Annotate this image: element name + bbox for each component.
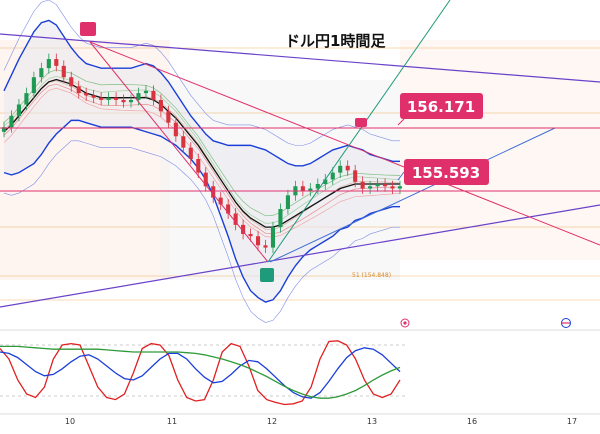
x-tick-17: 17: [567, 417, 577, 426]
candle-body-52: [390, 186, 395, 189]
candle-body-51: [383, 183, 388, 187]
candle-body-13: [99, 97, 104, 100]
candle-body-26: [196, 159, 201, 173]
candle-body-46: [345, 165, 350, 171]
ma-ribbon-1: [3, 83, 401, 235]
blue-rise-line: [269, 127, 556, 263]
candle-body-2: [16, 104, 21, 116]
candle-body-3: [24, 93, 29, 105]
candle-body-15: [114, 97, 119, 100]
oscillator-series-0: [0, 340, 401, 406]
oscillator-series-1: [0, 347, 401, 399]
candle-body-19: [143, 90, 149, 94]
candle-body-12: [91, 95, 96, 98]
candle-body-8: [61, 65, 66, 78]
price-label-lower: 155.593: [404, 159, 489, 185]
pointer-upper: [397, 118, 405, 126]
bollinger-lower: [3, 119, 400, 303]
candle-body-28: [211, 186, 216, 198]
x-tick-10: 10: [65, 417, 75, 426]
candle-body-6: [46, 59, 51, 69]
price-label-upper: 156.171: [400, 93, 483, 119]
oscillator-lines: [0, 340, 401, 406]
candle-body-10: [76, 86, 81, 94]
trough-marker: [260, 268, 274, 282]
candle-body-34: [255, 236, 261, 246]
candle-body-16: [121, 99, 126, 103]
candle-body-27: [203, 172, 208, 187]
candle-body-17: [128, 99, 134, 103]
candle-body-21: [158, 99, 163, 112]
candle-body-20: [151, 90, 156, 100]
candle-body-7: [54, 59, 59, 66]
fib-label: 51 (154.848): [352, 272, 391, 279]
candle-body-35: [263, 245, 268, 248]
price-label-upper-text: 156.171: [407, 98, 475, 116]
candle-body-49: [368, 186, 373, 189]
bollinger-outer-upper: [3, 0, 400, 146]
pink-drop-line: [89, 41, 269, 263]
candle-body-53: [397, 186, 403, 189]
candle-body-24: [181, 136, 186, 148]
candle-body-47: [353, 170, 358, 182]
oscillator-series-2: [0, 345, 401, 399]
trend-lines: [0, 0, 600, 308]
candle-body-5: [39, 68, 44, 78]
purple-uptrend-line: [0, 204, 600, 308]
candle-body-25: [188, 147, 193, 159]
candle-body-9: [69, 77, 74, 87]
bollinger-outer-lower: [3, 140, 400, 323]
ma-ribbon-4: [3, 69, 401, 217]
candle-body-32: [241, 224, 246, 234]
candle-body-18: [136, 93, 141, 100]
candle-body-31: [233, 213, 238, 225]
candle-body-14: [106, 97, 111, 100]
candle-body-1: [9, 115, 14, 128]
candle-body-40: [300, 186, 305, 191]
candle-body-4: [31, 77, 36, 94]
price-label-lower-text: 155.593: [412, 164, 480, 182]
price-label-lower-box: [404, 159, 489, 185]
purple-downtrend-line: [0, 33, 600, 83]
candle-body-0: [1, 127, 7, 132]
candle-body-44: [330, 172, 335, 180]
candle-body-42: [315, 183, 320, 189]
flag-icon-jp-dot: [403, 321, 407, 325]
x-tick-16: 16: [467, 417, 477, 426]
mini-peak-marker: [355, 118, 367, 127]
candle-body-11: [84, 93, 89, 96]
candle-body-29: [218, 197, 223, 205]
x-tick-13: 13: [367, 417, 377, 426]
pointer-lower: [397, 171, 405, 181]
candle-body-38: [285, 195, 290, 209]
bollinger-upper: [3, 19, 400, 167]
pink-channel-top: [89, 41, 600, 246]
bollinger-bands: [3, 0, 401, 323]
price-label-upper-box: [400, 93, 483, 119]
teal-rise-line: [267, 0, 451, 263]
ma-ribbon-0: [3, 87, 401, 238]
candle-body-37: [278, 208, 283, 228]
candle-body-30: [226, 204, 231, 214]
candle-body-43: [323, 179, 328, 184]
candle-body-45: [338, 165, 343, 173]
x-tick-12: 12: [267, 417, 277, 426]
shaded-zone-right: [400, 40, 600, 260]
peak-marker: [80, 22, 96, 36]
x-axis-ticks: 10 11 12 13 16 17: [65, 417, 577, 426]
chart-title: ドル円1時間足: [285, 32, 386, 50]
candle-body-23: [173, 122, 178, 137]
oscillator-panel: [0, 330, 600, 414]
candle-body-36: [270, 227, 276, 248]
candles: [1, 53, 403, 254]
candle-body-22: [166, 111, 171, 123]
candle-body-50: [375, 183, 380, 187]
candle-body-41: [308, 188, 313, 191]
x-tick-11: 11: [167, 417, 177, 426]
candle-body-48: [360, 181, 365, 189]
candle-body-33: [248, 233, 253, 237]
